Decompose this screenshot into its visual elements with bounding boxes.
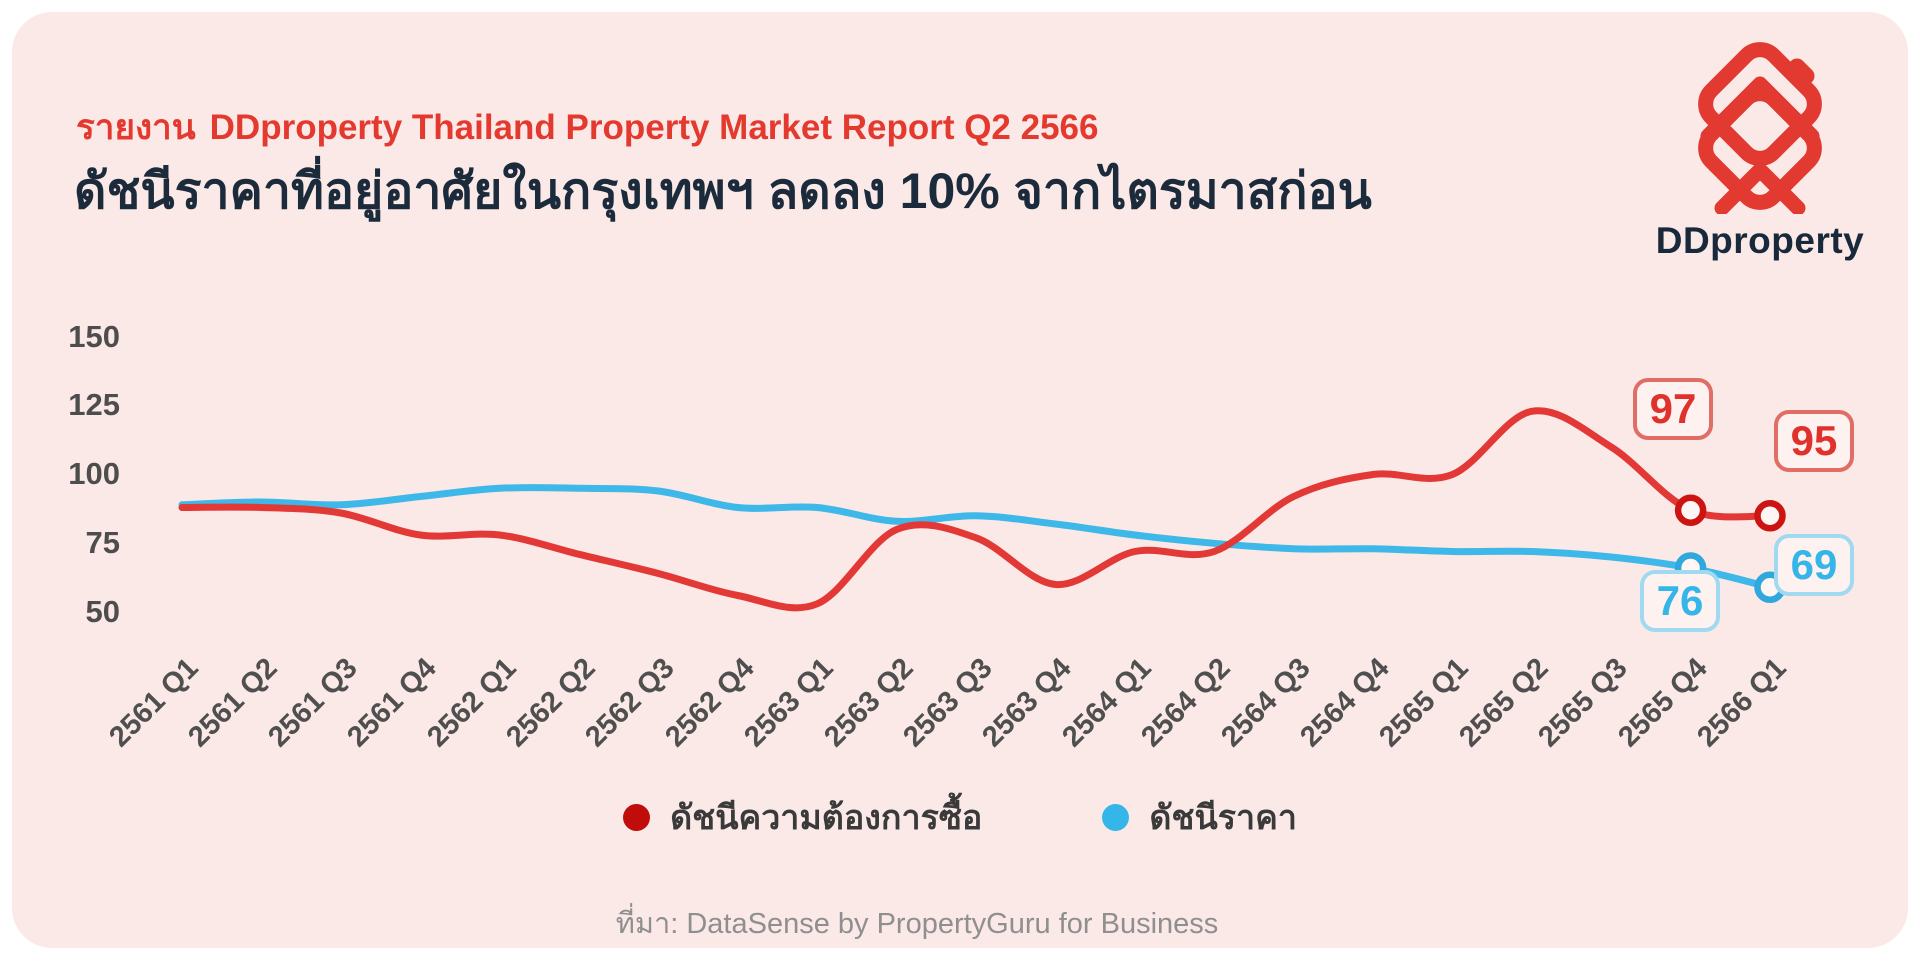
source-caption: ที่มา: DataSense by PropertyGuru for Bus…: [615, 908, 1219, 940]
brand-logo: DDproperty: [1640, 42, 1880, 262]
price-index-line: [178, 484, 1774, 591]
report-title-row: รายงาน DDproperty Thailand Property Marke…: [76, 100, 1098, 155]
report-title: DDproperty Thailand Property Market Repo…: [209, 108, 1099, 147]
value-badge-76: 76: [1640, 570, 1720, 632]
value-badge-95: 95: [1774, 410, 1854, 472]
line-chart: [178, 407, 1786, 612]
y-tick-label: 150: [68, 318, 120, 354]
legend-item-price: ดัชนีราคา: [1102, 790, 1297, 844]
demand-end-marker: [1754, 500, 1786, 532]
ddproperty-house-icon: [1698, 42, 1822, 214]
legend-dot-price-icon: [1102, 803, 1130, 831]
y-tick-label: 50: [85, 593, 120, 629]
headline: ดัชนีราคาที่อยู่อาศัยในกรุงเทพฯ ลดลง 10%…: [74, 163, 1372, 219]
value-badge-97: 97: [1633, 378, 1713, 440]
demand-index-line: [178, 407, 1774, 612]
legend-dot-demand-icon: [623, 803, 651, 831]
demand-end-marker: [1674, 494, 1707, 526]
legend-label-price: ดัชนีราคา: [1149, 799, 1297, 837]
brand-name: DDproperty: [1655, 220, 1865, 261]
legend-label-demand: ดัชนีความต้องการซื้อ: [670, 799, 983, 837]
y-tick-label: 75: [85, 524, 120, 560]
y-tick-label: 100: [68, 456, 120, 491]
value-badge-69: 69: [1774, 534, 1854, 596]
report-label: รายงาน: [76, 108, 196, 147]
legend-item-demand: ดัชนีความต้องการซื้อ: [623, 790, 982, 844]
report-card: รายงาน DDproperty Thailand Property Marke…: [12, 12, 1908, 948]
legend: ดัชนีความต้องการซื้อ ดัชนีราคา: [12, 790, 1908, 844]
y-tick-label: 125: [68, 387, 120, 423]
